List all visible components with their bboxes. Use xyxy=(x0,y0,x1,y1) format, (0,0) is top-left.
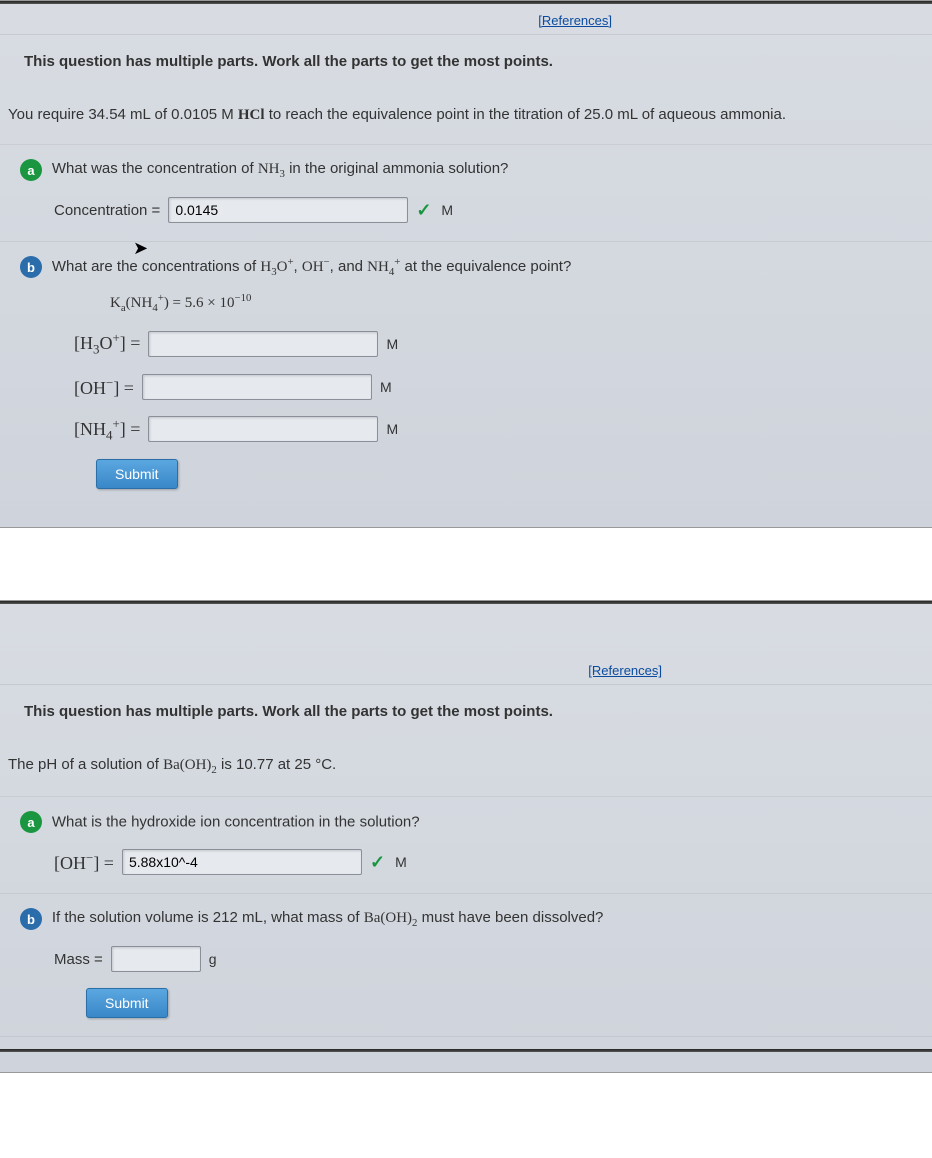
qb-pre: What are the concentrations of xyxy=(52,258,260,275)
check-icon-2: ✓ xyxy=(370,852,385,873)
q2-part-badge-b: b xyxy=(20,908,42,930)
question-panel-1: [References] This question has multiple … xyxy=(0,0,932,528)
panel-spacer xyxy=(0,604,932,654)
qa-post: in the original ammonia solution? xyxy=(285,160,508,177)
submit-button[interactable]: Submit xyxy=(96,459,178,489)
chem-hcl: HCl xyxy=(238,107,265,123)
panel-gap xyxy=(0,528,932,600)
cursor-icon: ➤ xyxy=(133,238,148,259)
submit-button-2[interactable]: Submit xyxy=(86,988,168,1018)
unit-m-nh4: M xyxy=(386,421,398,437)
part-b: ➤ b What are the concentrations of H3O+,… xyxy=(0,242,932,507)
q2-part-b-question: If the solution volume is 212 mL, what m… xyxy=(52,909,604,926)
q2-oh-row: [OH−] = ✓ M xyxy=(54,849,912,875)
chem-oh: OH− xyxy=(302,259,330,275)
q2-part-a: a What is the hydroxide ion concentratio… xyxy=(0,797,932,894)
part-a: a What was the concentration of NH3 in t… xyxy=(0,145,932,242)
p2-pre: The pH of a solution of xyxy=(8,756,163,773)
qa-pre: What was the concentration of xyxy=(52,160,258,177)
concentration-input[interactable] xyxy=(168,197,408,223)
chem-baoh2-b: Ba(OH)2 xyxy=(364,910,418,926)
q2-oh-label: [OH−] = xyxy=(54,850,114,874)
unit-m: M xyxy=(441,202,453,218)
q2-part-badge-a: a xyxy=(20,811,42,833)
problem-text-1: You require 34.54 mL of 0.0105 M xyxy=(8,106,238,123)
references-link-2[interactable]: [References] xyxy=(588,663,662,678)
unit-m-oh: M xyxy=(380,379,392,395)
chem-nh4: NH4+ xyxy=(367,259,400,275)
submit-wrap-2: Submit xyxy=(20,972,912,1018)
q2-mass-input[interactable] xyxy=(111,946,201,972)
references-link[interactable]: [References] xyxy=(538,13,612,28)
instruction-text-2: This question has multiple parts. Work a… xyxy=(0,685,932,730)
chem-nh3: NH3 xyxy=(258,161,285,177)
concentration-label: Concentration = xyxy=(54,202,160,219)
q2-mass-row: Mass = g xyxy=(54,946,912,972)
q2-part-a-question: What is the hydroxide ion concentration … xyxy=(52,814,420,831)
question-panel-2: [References] This question has multiple … xyxy=(0,600,932,1073)
part-b-question: What are the concentrations of H3O+, OH−… xyxy=(52,258,571,275)
references-bar-2: [References] xyxy=(0,654,932,685)
q2-mass-label: Mass = xyxy=(54,951,103,968)
chem-baoh2: Ba(OH)2 xyxy=(163,757,217,773)
unit-m-h3o: M xyxy=(386,336,398,352)
nh4-input[interactable] xyxy=(148,416,378,442)
part-badge-a: a xyxy=(20,159,42,181)
oh-input[interactable] xyxy=(142,374,372,400)
part-badge-b: b xyxy=(20,256,42,278)
instruction-text: This question has multiple parts. Work a… xyxy=(0,35,932,80)
problem-statement: You require 34.54 mL of 0.0105 M HCl to … xyxy=(0,80,932,145)
q2-unit-g: g xyxy=(209,951,217,967)
h3o-label: [H3O+] = xyxy=(74,330,140,358)
q2-oh-input[interactable] xyxy=(122,849,362,875)
qb-post: at the equivalence point? xyxy=(400,258,571,275)
submit-wrap-1: Submit xyxy=(20,443,912,489)
p2-post: is 10.77 at 25 °C. xyxy=(217,756,336,773)
q2b-pre: If the solution volume is 212 mL, what m… xyxy=(52,909,364,926)
oh-label: [OH−] = xyxy=(74,375,134,399)
concentration-row: Concentration = ✓ M xyxy=(54,197,912,223)
references-bar: [References] xyxy=(0,4,932,35)
problem-text-2: to reach the equivalence point in the ti… xyxy=(265,106,786,123)
h3o-input[interactable] xyxy=(148,331,378,357)
ka-equation: Ka(NH4+) = 5.6 × 10−10 xyxy=(110,292,912,314)
check-icon: ✓ xyxy=(416,200,431,221)
part-a-question: What was the concentration of NH3 in the… xyxy=(52,160,509,177)
q2-part-b: b If the solution volume is 212 mL, what… xyxy=(0,894,932,1037)
h3o-row: [H3O+] = M xyxy=(74,330,912,358)
nh4-row: [NH4+] = M xyxy=(74,416,912,444)
chem-h3o: H3O+ xyxy=(260,259,293,275)
nh4-label: [NH4+] = xyxy=(74,416,140,444)
q2-unit-m: M xyxy=(395,854,407,870)
problem-statement-2: The pH of a solution of Ba(OH)2 is 10.77… xyxy=(0,730,932,797)
panel-bottom-border-2 xyxy=(0,1049,932,1052)
qb-sep1: , xyxy=(294,258,302,275)
oh-row: [OH−] = M xyxy=(74,374,912,400)
qb-sep2: , and xyxy=(330,258,368,275)
q2b-post: must have been dissolved? xyxy=(417,909,603,926)
